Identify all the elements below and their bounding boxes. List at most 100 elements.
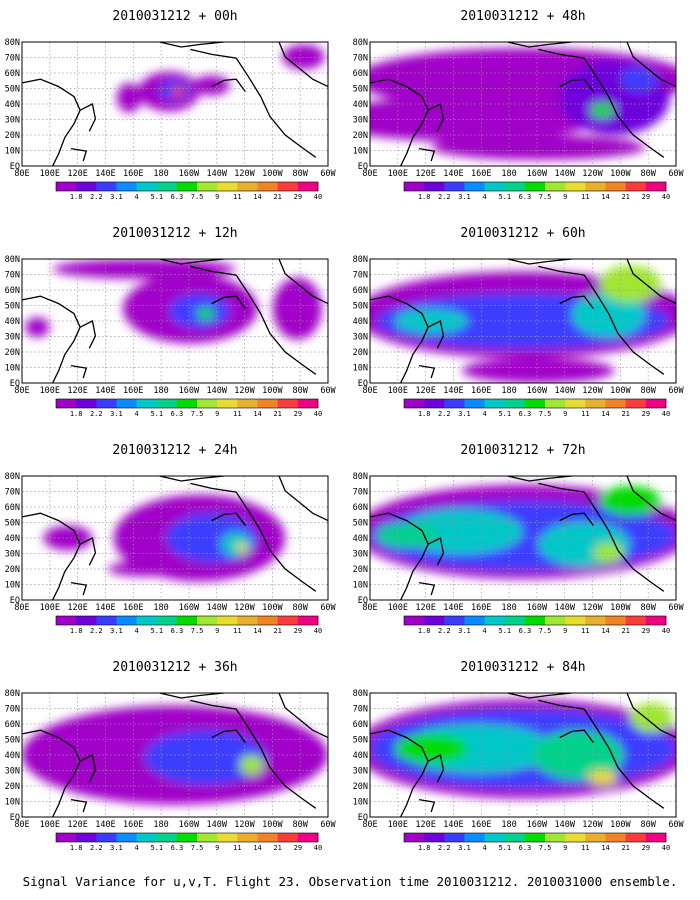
map-grid [22,42,328,166]
colorbar-swatch [524,399,546,408]
variance-contour [599,485,661,516]
lon-tick-label: 160W [179,386,200,396]
colorbar-label: 7.5 [539,410,552,418]
colorbar-swatch [504,833,526,842]
coastline [79,537,97,566]
map-frame [369,41,677,167]
colorbar-swatch [625,833,647,842]
variance-contour [590,102,615,118]
colorbar-label: 40 [314,844,322,852]
coastline [418,147,436,162]
lat-tick-label: 60N [353,286,368,296]
variance-contour [67,717,160,743]
colorbar-swatch [237,833,258,842]
lon-tick-label: 120E [415,820,435,830]
colorbar-swatch [237,399,258,408]
panel-title: 2010031212 + 24h [112,443,237,458]
colorbar-label: 6.3 [519,627,532,635]
variance-contour [52,259,237,279]
variance-contour [461,358,615,383]
lon-tick-label: 160W [527,820,548,830]
colorbar-swatch [116,616,137,625]
figure-caption: Signal Variance for u,v,T. Flight 23. Ob… [23,874,678,889]
lon-tick-label: 100W [610,603,631,613]
colorbar-label: 14 [601,193,609,201]
map-panel: 2010031212 + 00h 80N 70N 60N 50N 40N 30N 20N 10N… [5,9,337,201]
lat-tick-label: 10N [353,798,368,808]
colorbar-label: 11 [233,844,241,852]
colorbar-label: 40 [314,627,322,635]
variance-contour [599,265,661,303]
lat-tick-label: 40N [353,100,368,110]
variance-contour [220,531,252,557]
colorbar-swatch [424,616,445,625]
colorbar-swatch [605,182,626,191]
lon-tick-label: 160W [179,169,200,179]
colorbar: 1.8 2.2 3.1 4 5.1 6.3 7.5 9 11 14 21 29 40 [403,398,670,418]
lon-tick-label: 180 [501,820,516,830]
lat-tick-label: EQ [358,162,368,172]
colorbar-label: 2.2 [90,410,103,418]
colorbar-swatch [565,182,586,191]
lon-tick-label: 80W [293,386,309,396]
colorbar-label: 7.5 [191,627,204,635]
colorbar-swatch [277,616,299,625]
colorbar-frame [403,398,667,409]
colorbar-label: 3.1 [458,193,471,201]
lon-tick-label: 100W [262,169,283,179]
colorbar-label: 29 [294,193,302,201]
colorbar-label: 40 [314,193,322,201]
coastline [159,476,225,482]
coastline [278,259,328,305]
colorbar-swatch [424,399,445,408]
coastline [211,78,246,92]
lon-tick-label: 60W [320,386,336,396]
coastline [427,754,445,783]
coastlines [22,476,328,600]
lon-tick-label: 180 [153,820,168,830]
lon-tick-label: 80W [293,820,309,830]
lon-tick-label: 120E [415,386,435,396]
lon-tick-label: 140W [206,820,227,830]
lon-tick-label: 100W [610,169,631,179]
variance-contour [620,66,658,92]
colorbar-swatch [504,616,526,625]
map-panel: 2010031212 + 72h 80N 70N 60N 50N 40N 30N 20N 10N… [353,443,685,635]
lat-tick-label: 10N [353,147,368,157]
colorbar-swatch [545,833,566,842]
colorbar-label: 2.2 [90,627,103,635]
colorbar-label: 5.1 [498,193,511,201]
colorbar-label: 9 [563,410,567,418]
colorbar-swatch [404,182,425,191]
colorbar-label: 29 [294,410,302,418]
colorbar-swatch [524,616,546,625]
colorbar-swatch [96,182,117,191]
colorbar-label: 4 [483,627,487,635]
colorbar-label: 29 [642,844,650,852]
colorbar-label: 7.5 [191,844,204,852]
lat-tick-label: 80N [353,472,368,482]
coastline [190,48,317,158]
lon-tick-label: 160E [471,820,491,830]
colorbar-label: 21 [273,627,281,635]
coastline [559,729,594,743]
coastlines [370,693,676,817]
lon-tick-label: 160E [471,386,491,396]
colorbar-label: 1.8 [418,410,431,418]
colorbar-swatch [257,399,278,408]
colorbar-frame [55,181,319,192]
variance-contour [196,307,215,320]
colorbar-swatch [444,399,465,408]
colorbar-swatch [237,182,258,191]
colorbar-label: 14 [601,410,609,418]
lat-tick-label: 30N [353,116,368,126]
colorbar-swatch [625,182,647,191]
coastline [278,42,328,88]
lat-tick-label: EQ [358,379,368,389]
lat-tick-label: 60N [353,720,368,730]
colorbar-frame [55,832,319,843]
map-panel: 2010031212 + 24h 80N 70N 60N 50N 40N 30N 20N 10N… [5,443,337,635]
lon-tick-label: 140E [95,603,115,613]
colorbar-swatch [277,182,299,191]
colorbar-swatch [545,182,566,191]
